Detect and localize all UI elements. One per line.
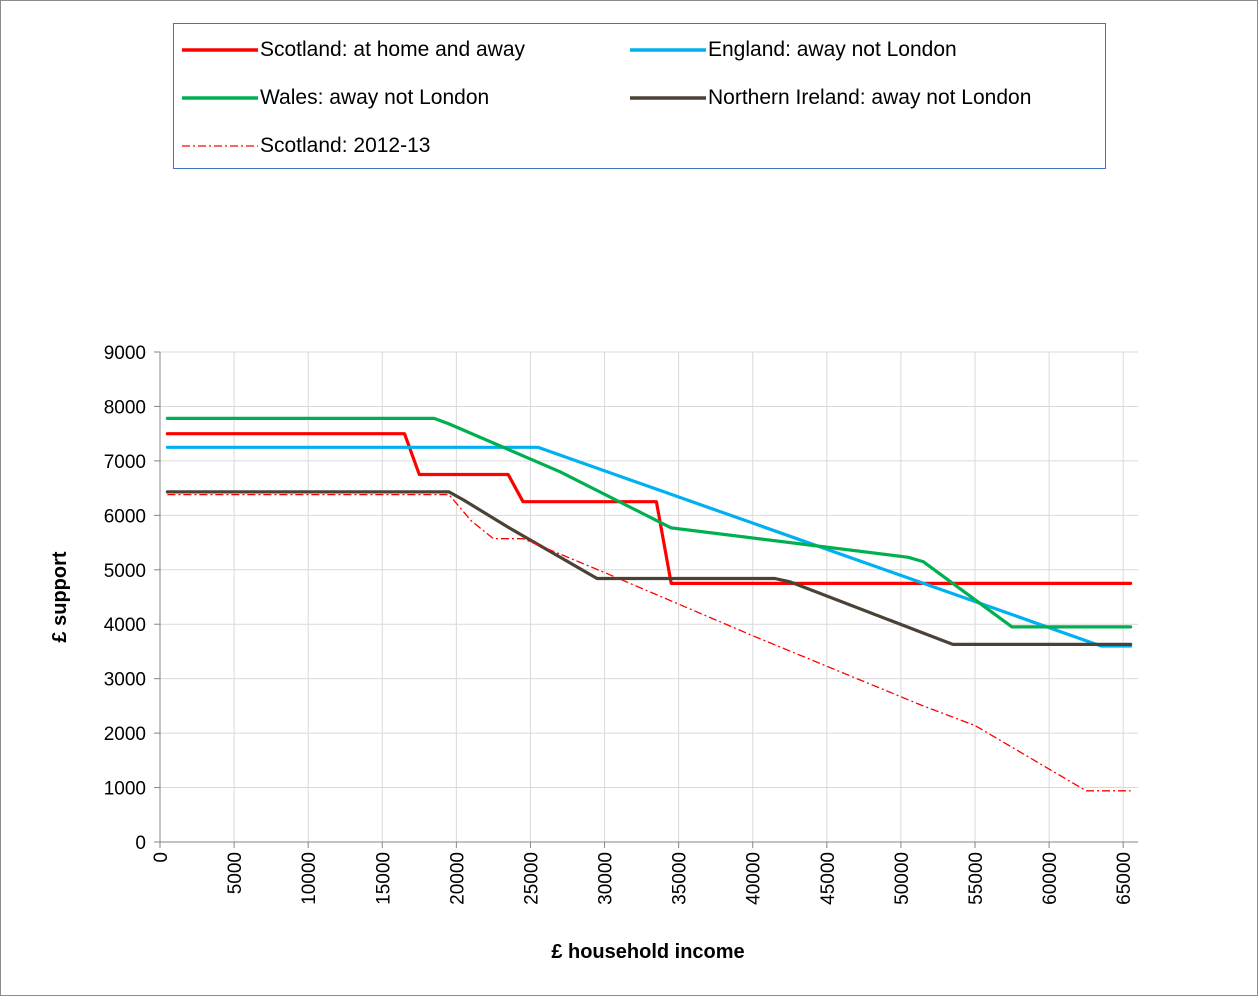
x-tick-label: 10000 xyxy=(299,852,320,905)
y-tick-label: 3000 xyxy=(104,670,146,691)
legend-swatch xyxy=(630,48,706,52)
legend-label: England: away not London xyxy=(708,38,957,61)
x-tick-label: 60000 xyxy=(1040,852,1061,905)
legend-label: Wales: away not London xyxy=(260,86,490,109)
y-tick-label: 7000 xyxy=(104,452,146,473)
x-tick-label: 55000 xyxy=(966,852,987,905)
legend-swatch xyxy=(630,96,706,100)
series-line-1 xyxy=(165,445,1133,648)
legend-item-england: England: away not London xyxy=(630,35,957,65)
legend-item-scotland-home-away: Scotland: at home and away xyxy=(182,35,525,65)
series-line-3 xyxy=(165,490,1133,647)
y-tick-label: 2000 xyxy=(104,724,146,745)
legend-label: Northern Ireland: away not London xyxy=(708,86,1032,109)
x-tick-label: 0 xyxy=(151,852,172,863)
tick-labels: 0 1000 2000 3000 4000 5000 6000 7000 8000 9000 0 50… xyxy=(104,343,1135,905)
y-tick-label: 0 xyxy=(135,833,146,854)
y-axis-title: £ support xyxy=(49,551,71,642)
series-line-4 xyxy=(167,493,1131,792)
series-lines xyxy=(165,416,1133,792)
legend-swatch xyxy=(182,145,258,147)
x-tick-label: 5000 xyxy=(225,852,246,894)
axes xyxy=(154,351,1138,848)
x-tick-label: 30000 xyxy=(596,852,617,905)
x-tick-label: 45000 xyxy=(818,852,839,905)
x-tick-label: 20000 xyxy=(447,852,468,905)
legend-item-wales: Wales: away not London xyxy=(182,83,489,113)
series-line-2 xyxy=(165,416,1133,629)
y-tick-label: 5000 xyxy=(104,561,146,582)
x-tick-label: 65000 xyxy=(1114,852,1135,905)
y-tick-label: 6000 xyxy=(104,506,146,527)
legend-swatch xyxy=(182,96,258,100)
x-tick-label: 25000 xyxy=(521,852,542,905)
y-tick-label: 8000 xyxy=(104,397,146,418)
y-tick-label: 9000 xyxy=(104,343,146,364)
x-axis-title: £ household income xyxy=(551,941,744,963)
legend: Scotland: at home and away England: away… xyxy=(173,23,1106,169)
series-line-0 xyxy=(165,432,1133,586)
x-tick-label: 15000 xyxy=(373,852,394,905)
legend-item-northern-ireland: Northern Ireland: away not London xyxy=(630,83,1031,113)
x-tick-label: 40000 xyxy=(744,852,765,905)
x-tick-label: 50000 xyxy=(892,852,913,905)
legend-swatch xyxy=(182,48,258,52)
legend-item-scotland-2012-13: Scotland: 2012-13 xyxy=(182,131,430,161)
x-tick-label: 35000 xyxy=(670,852,691,905)
legend-label: Scotland: 2012-13 xyxy=(260,134,431,157)
legend-label: Scotland: at home and away xyxy=(260,38,526,61)
gridlines xyxy=(160,351,1138,842)
y-tick-label: 1000 xyxy=(104,779,146,800)
y-tick-label: 4000 xyxy=(104,615,146,636)
